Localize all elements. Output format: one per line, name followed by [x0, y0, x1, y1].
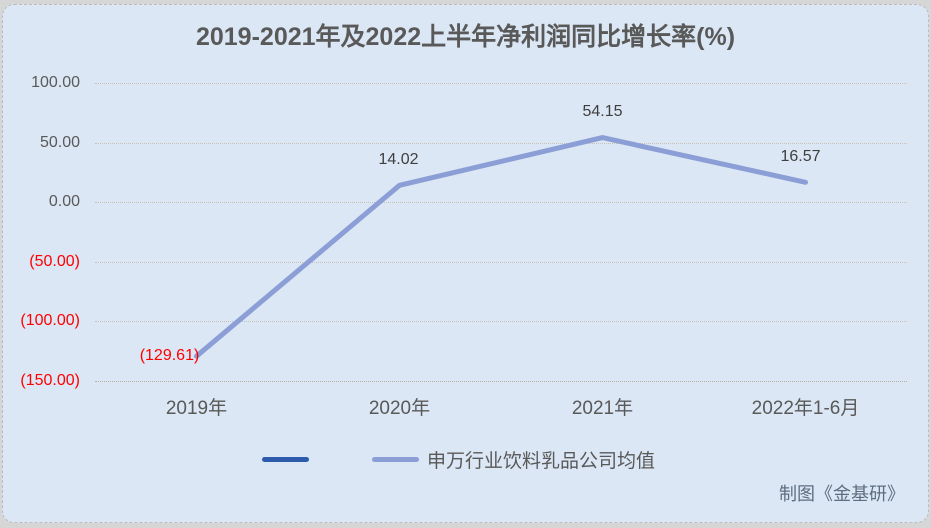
gridline: [95, 83, 907, 84]
legend-line-swatch: [262, 456, 309, 462]
x-tick-label: 2019年: [165, 398, 228, 419]
chart-title: 2019-2021年及2022上半年净利润同比增长率(%): [195, 23, 736, 51]
gridline: [95, 380, 907, 382]
x-tick-label: 2020年: [368, 398, 431, 419]
x-tick-label: 2021年: [571, 398, 634, 419]
legend: 申万行业饮料乳品公司均值: [0, 446, 931, 472]
gridline: [95, 261, 907, 263]
legend-item: 申万行业饮料乳品公司均值: [372, 446, 655, 472]
y-tick-label: (100.00): [20, 312, 80, 329]
y-tick-label: 0.00: [48, 193, 80, 210]
watermark: 制图《金基研》: [779, 484, 905, 504]
gridline: [95, 142, 907, 144]
legend-item: [262, 446, 309, 472]
data-label: 14.02: [378, 151, 419, 169]
gridline: [95, 321, 907, 322]
legend-line-swatch: [372, 456, 419, 462]
data-label: 54.15: [582, 102, 623, 120]
x-tick-label: 2022年1-6月: [751, 398, 860, 419]
y-tick-label: 50.00: [39, 133, 80, 151]
data-label: (129.61): [139, 347, 200, 365]
y-tick-label: 100.00: [31, 74, 80, 91]
gridline: [95, 202, 907, 203]
y-tick-label: (150.00): [20, 371, 80, 389]
legend-label: 申万行业饮料乳品公司均值: [427, 450, 656, 472]
y-tick-label: (50.00): [29, 252, 80, 270]
data-label: 16.57: [780, 148, 821, 166]
